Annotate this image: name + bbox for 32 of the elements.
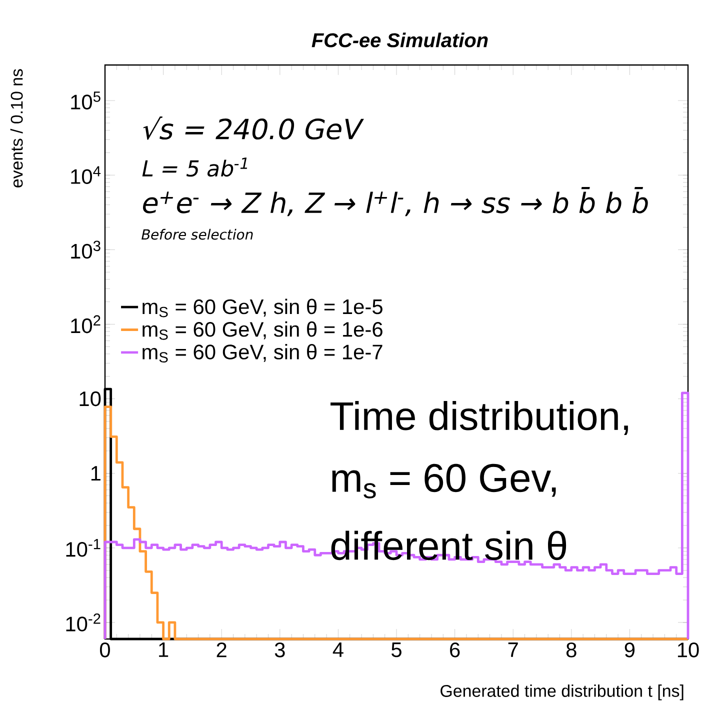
legend-label: m$_{S}$ = 60 GeV, sin θ = 1e-6 [142, 321, 382, 340]
y-tick-label: 10$^{4}$ [71, 166, 101, 184]
annotation: different sin θ [331, 530, 566, 560]
y-tick-label: 10 [80, 391, 101, 406]
y-tick-label: 10$^{2}$ [71, 315, 100, 334]
y-tick-label: 1 [91, 466, 100, 481]
x-tick-label: 3 [274, 642, 285, 658]
x-tick-label: 7 [508, 642, 518, 657]
x-tick-label: 0 [100, 642, 110, 658]
x-axis-title: Generated time distribution t [ns] [440, 684, 684, 700]
y-tick-label: 10$^{5}$ [71, 92, 100, 110]
chart-title: FCC-ee Simulation [312, 32, 488, 48]
x-tick-label: 6 [450, 642, 460, 658]
annotation: √s = 240.0 GeV [143, 116, 364, 140]
x-tick-label: 2 [216, 642, 226, 658]
x-tick-label: 4 [332, 642, 344, 657]
legend-label: m$_{S}$ = 60 GeV, sin θ = 1e-7 [142, 344, 382, 362]
y-tick-label: 10$^{3}$ [71, 240, 100, 259]
annotation: Time distribution, [330, 401, 628, 435]
x-tick-label: 8 [566, 642, 576, 658]
annotation: m$_{s}$ = 60 Gev, [332, 464, 556, 498]
x-tick-label: 5 [392, 642, 402, 658]
text: e$^{+}$e$^{-}$ → Z h, Z → l$^{+}$l$^{-}$, h → ss → b b̄ b b̄ [142, 187, 648, 216]
legend-label: m$_{S}$ = 60 GeV, sin θ = 1e-5 [142, 298, 382, 318]
annotation: L = 5 ab$^{-1}$ [142, 158, 248, 177]
y-tick-label: 10$^{-1}$ [66, 539, 100, 557]
x-tick-label: 1 [159, 642, 168, 657]
x-tick-label: 9 [624, 642, 635, 658]
y-tick-label: 10$^{-2}$ [66, 614, 100, 632]
x-tick-label: 10 [678, 642, 699, 658]
annotation: Before selection [142, 228, 253, 240]
y-axis-title: events / 0.10 ns [10, 69, 23, 188]
